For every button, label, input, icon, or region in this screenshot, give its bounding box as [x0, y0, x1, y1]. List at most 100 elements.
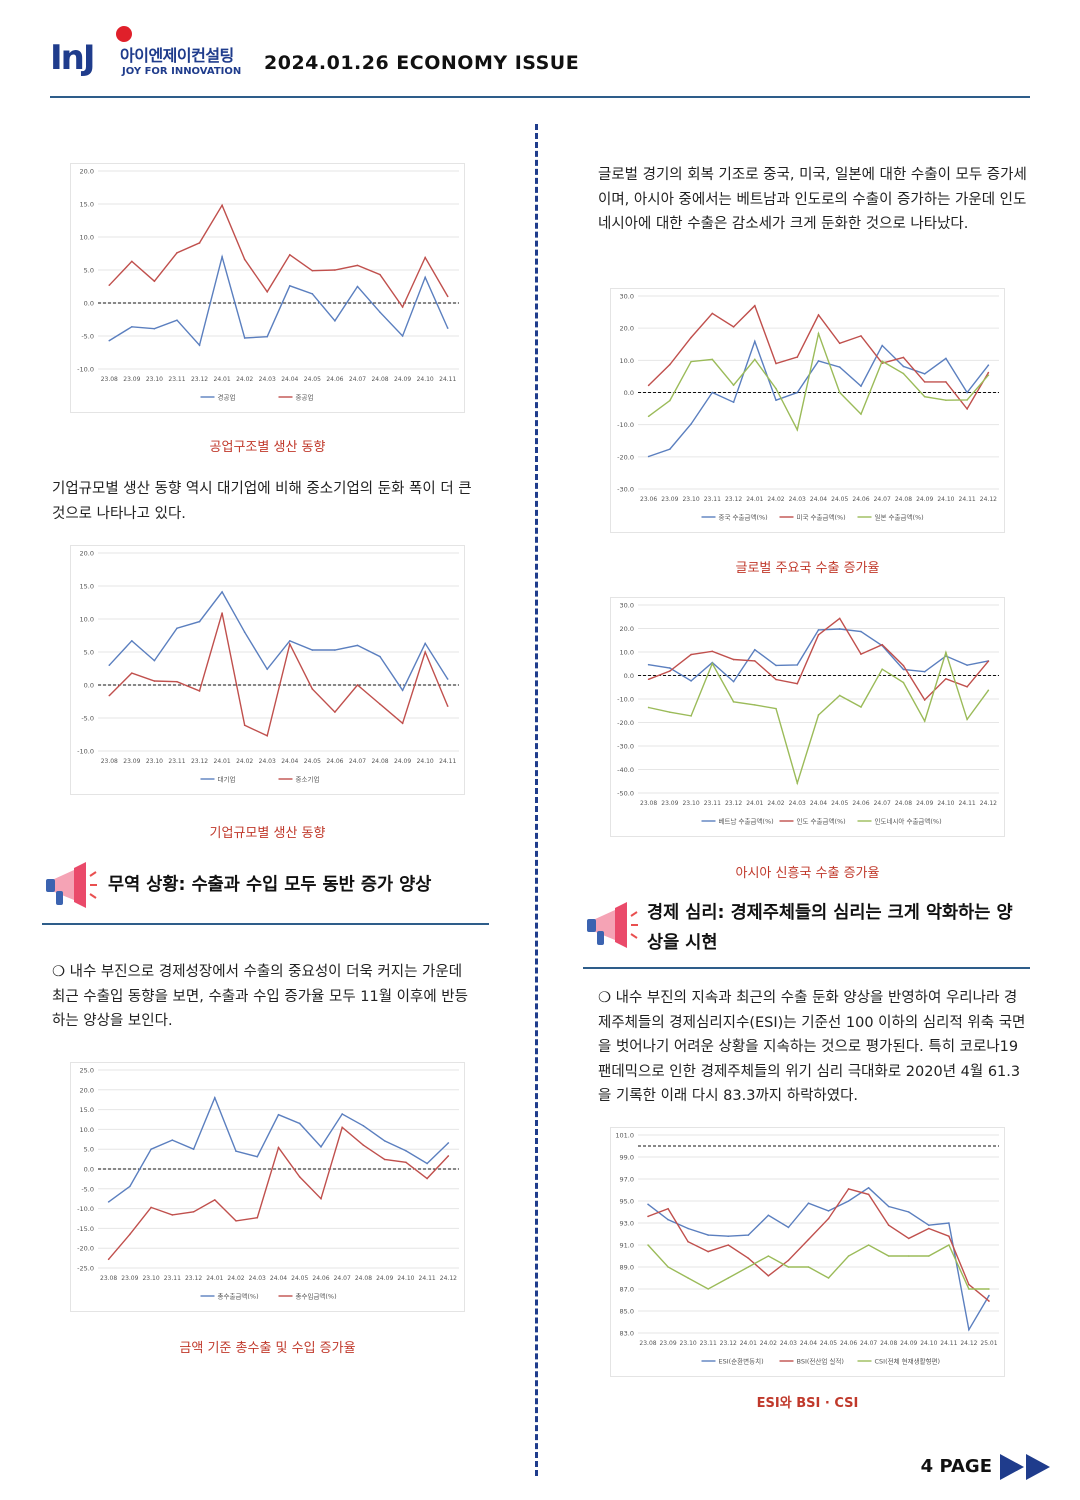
x-tick-label: 24.11 — [419, 1275, 436, 1282]
y-tick-label: -40.0 — [617, 766, 634, 774]
data-point — [198, 690, 201, 692]
data-point — [405, 1149, 407, 1152]
data-point — [362, 1125, 365, 1127]
y-tick-label: -20.0 — [77, 1245, 94, 1253]
data-point — [356, 644, 359, 647]
data-point — [711, 391, 714, 394]
data-point — [131, 260, 133, 263]
data-point — [669, 448, 671, 450]
x-tick-label: 23.10 — [682, 496, 699, 503]
data-point — [288, 639, 291, 642]
x-tick-label: 24.09 — [376, 1275, 393, 1282]
x-tick-label: 23.12 — [185, 1275, 202, 1282]
data-point — [379, 273, 381, 276]
x-tick-label: 24.06 — [312, 1275, 329, 1282]
data-point — [171, 1139, 174, 1141]
data-point — [711, 358, 714, 361]
next-page-arrows-icon[interactable] — [1000, 1452, 1054, 1482]
data-point — [176, 627, 178, 630]
x-tick-label: 24.07 — [874, 496, 891, 503]
data-point — [907, 1237, 910, 1240]
data-point — [153, 327, 156, 330]
x-tick-label: 23.11 — [168, 758, 185, 765]
x-tick-label: 24.03 — [789, 496, 806, 503]
data-point — [311, 292, 314, 295]
x-tick-label: 24.02 — [227, 1275, 244, 1282]
data-point — [968, 1283, 970, 1286]
data-point — [687, 1277, 689, 1279]
data-point — [150, 1206, 152, 1209]
data-point — [647, 1244, 649, 1246]
data-point — [690, 715, 692, 717]
data-point — [775, 707, 777, 710]
x-tick-label: 23.11 — [164, 1275, 181, 1282]
data-point — [647, 415, 650, 418]
data-point — [881, 360, 884, 363]
chart-total-export-import: -25.0 -20.0 -15.0 -10.0 -5.0 0.0 5.0 10.0 15.0 20… — [70, 1062, 465, 1312]
caption-industry-structure: 공업구조별 생산 동향 — [209, 440, 326, 455]
data-point — [902, 668, 905, 671]
y-tick-label: -50.0 — [617, 790, 634, 798]
data-point — [320, 1146, 322, 1148]
data-point — [647, 1215, 649, 1218]
data-point — [847, 1255, 850, 1257]
data-point — [647, 678, 650, 681]
legend-label: BSI(전산업 실적) — [797, 1357, 844, 1366]
data-point — [356, 285, 359, 288]
data-point — [732, 680, 735, 683]
data-point — [747, 1234, 750, 1236]
y-tick-label: 101.0 — [615, 1132, 634, 1140]
chart-svg: -10.0 -5.0 0.0 5.0 10.0 15.0 20.0 23.08 23.09 23.… — [70, 545, 465, 795]
x-tick-label: 23.11 — [704, 496, 721, 503]
data-point — [341, 1126, 344, 1129]
data-point — [948, 1244, 950, 1246]
data-point — [988, 1300, 990, 1302]
x-tick-label: 24.03 — [780, 1340, 797, 1347]
data-point — [667, 1218, 669, 1221]
paragraph-firm-size: 기업규모별 생산 동향 역시 대기업에 비해 중소기업의 둔화 폭이 더 큰 것… — [52, 481, 472, 522]
data-point — [277, 1113, 280, 1116]
data-point — [424, 642, 426, 645]
data-point — [690, 360, 692, 363]
data-point — [945, 381, 947, 383]
x-tick-label: 24.10 — [937, 800, 954, 807]
data-point — [966, 399, 968, 401]
data-point — [266, 290, 269, 293]
data-point — [966, 664, 968, 666]
y-tick-label: -10.0 — [77, 366, 94, 374]
x-tick-label: 24.05 — [291, 1275, 308, 1282]
y-tick-label: -5.0 — [81, 333, 94, 341]
x-tick-label: 23.06 — [640, 496, 657, 503]
x-tick-label: 24.06 — [852, 496, 869, 503]
data-point — [987, 660, 990, 662]
x-tick-label: 24.06 — [852, 800, 869, 807]
data-point — [928, 1224, 930, 1226]
y-tick-label: -10.0 — [77, 1205, 94, 1213]
data-point — [446, 295, 449, 298]
x-tick-label: 24.02 — [767, 496, 784, 503]
data-point — [847, 1200, 850, 1202]
data-point — [647, 1203, 649, 1206]
data-point — [881, 643, 884, 646]
chart-esi-bsi-csi: 83.0 85.0 87.0 89.0 91.0 93.0 95.0 97.0 99.0 101.… — [610, 1127, 1005, 1377]
chart-firm-size-production: -10.0 -5.0 0.0 5.0 10.0 15.0 20.0 23.08 23.09 23.… — [70, 545, 465, 795]
legend-label: 미국 수출금액(%) — [797, 513, 846, 522]
x-tick-label: 23.12 — [191, 758, 208, 765]
megaphone-icon — [587, 902, 638, 948]
data-point — [221, 591, 223, 593]
y-tick-label: -20.0 — [617, 719, 634, 727]
series-line — [108, 612, 449, 737]
x-tick-label: 24.03 — [259, 376, 276, 383]
data-point — [288, 643, 291, 645]
data-point — [243, 631, 246, 633]
data-point — [334, 649, 336, 651]
y-tick-label: 20.0 — [620, 325, 634, 333]
data-point — [647, 706, 650, 709]
x-tick-label: 24.09 — [916, 800, 933, 807]
company-logo: InJ 아이엔제이컨설팅 JOY FOR INNOVATION — [50, 26, 250, 80]
data-point — [243, 337, 246, 339]
data-point — [131, 325, 133, 328]
y-tick-label: 0.0 — [84, 300, 94, 308]
x-tick-label: 24.10 — [417, 376, 434, 383]
data-point — [727, 1244, 730, 1246]
